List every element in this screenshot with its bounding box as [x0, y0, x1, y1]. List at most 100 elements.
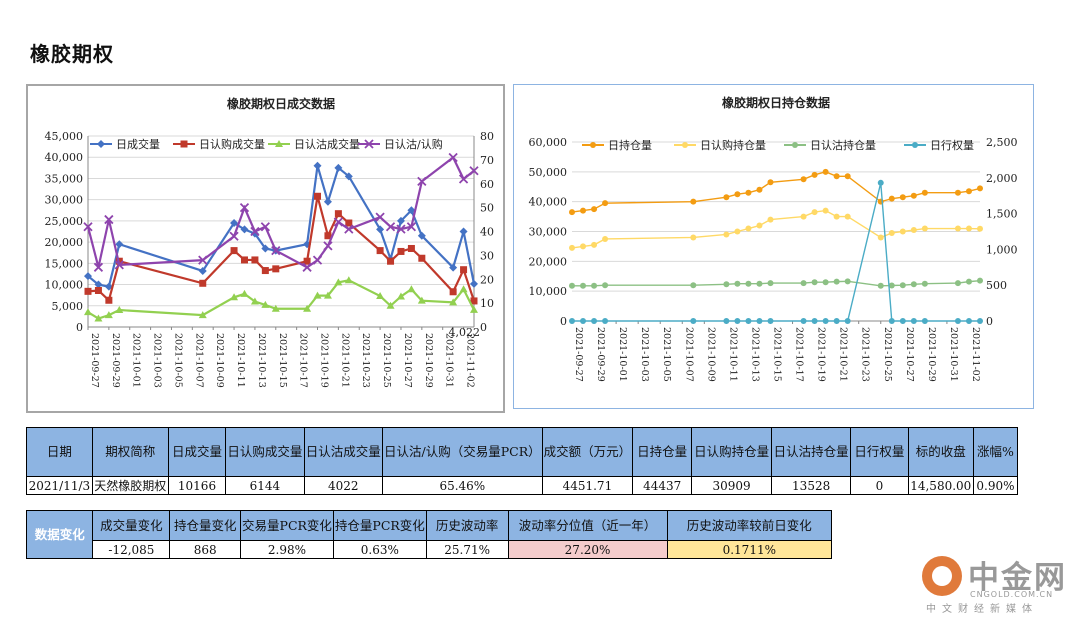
- chart1-data-point: [921, 225, 928, 232]
- chart0-data-point: [114, 260, 124, 270]
- chart1-y-left-tick: 20,000: [529, 255, 568, 268]
- chart0-data-point: [261, 244, 270, 253]
- chart1-series-2: [569, 207, 983, 251]
- chart0-data-point: [271, 245, 281, 256]
- chart1-data-point: [811, 171, 818, 178]
- chart0-data-point: [396, 292, 405, 300]
- chart0-data-point: [250, 226, 260, 237]
- chart0-data-point: [396, 224, 406, 234]
- chart1-data-point: [977, 277, 983, 284]
- chart1-data-point: [833, 278, 840, 285]
- chart0-legend-label: 日认沽/认购: [384, 137, 443, 151]
- chart0-data-point: [458, 174, 469, 184]
- chart0-y-right-tick: 60: [480, 178, 494, 191]
- chart0-y-left-tick: 10,000: [45, 279, 84, 292]
- change-header-7: 历史波动率较前日变化: [666, 510, 833, 541]
- chart1-data-point: [954, 189, 961, 196]
- chart0-data-point: [94, 314, 103, 322]
- chart0-y-right-tick: 0: [480, 321, 487, 334]
- chart0-data-point: [198, 255, 208, 265]
- daily-info-table: 日期 期权简称 日成交量 日认购成交量 日认沽成交量 日认沽/认购（交易量PCR） 成交额（…: [26, 427, 1019, 495]
- chart0-data-point: [387, 257, 395, 265]
- chart1-data-point: [910, 318, 917, 324]
- chart1-legend-label: 日认购持仓量: [700, 138, 766, 152]
- chart1-y-right-tick: 0: [986, 315, 993, 328]
- chart0-data-point: [240, 256, 248, 264]
- daily-volume-chart: 橡胶期权日成交数据 0 5,000 10,000 15,000 20,000 25,000 3…: [45, 96, 495, 388]
- info-header-13: 涨幅%: [972, 427, 1019, 477]
- cngold-watermark: 中金网 CNGOLD.COM.CN 中文财经新媒体: [922, 550, 1072, 616]
- chart1-title: 橡胶期权日持仓数据: [722, 95, 830, 110]
- chart0-x-tick-label: 2021-10-27: [402, 333, 413, 388]
- chart1-data-point: [569, 282, 575, 289]
- chart0-data-point: [84, 287, 92, 295]
- chart1-data-point: [954, 225, 961, 232]
- chart0-x-tick-label: 2021-10-19: [319, 333, 330, 388]
- chart0-data-point: [313, 291, 322, 299]
- chart1-data-point: [822, 207, 829, 214]
- cngold-logo-icon: [922, 556, 962, 596]
- chart1-data-point: [921, 318, 928, 324]
- chart1-data-point: [591, 318, 598, 324]
- chart1-data-point: [602, 235, 609, 242]
- change-table-header-row: 数据变化 成交量变化 持仓量变化 交易量PCR变化 持仓量PCR变化 历史波动率 波动率分…: [25, 510, 833, 559]
- chart0-data-point: [115, 240, 124, 249]
- info-header-2: 期权简称: [91, 427, 169, 477]
- chart1-data-point: [977, 225, 983, 232]
- chart0-data-point: [230, 293, 239, 301]
- chart0-x-tick-label: 2021-10-03: [152, 333, 163, 388]
- change-value-7: 0.1711%: [666, 540, 833, 559]
- chart0-data-point: [104, 282, 113, 291]
- chart1-data-point: [877, 234, 884, 241]
- chart1-data-point: [745, 318, 752, 324]
- chart1-x-tick-label: 2021-10-23: [860, 327, 871, 382]
- chart0-x-tick-label: 2021-10-09: [214, 333, 225, 388]
- chart1-data-point: [800, 176, 807, 183]
- info-value-13: 0.90%: [972, 476, 1019, 495]
- chart1-x-tick-label: 2021-10-05: [661, 327, 672, 382]
- chart0-data-point: [323, 241, 333, 251]
- chart1-data-point: [910, 192, 917, 199]
- chart1-y-left-tick: 0: [560, 315, 567, 328]
- chart0-data-point: [198, 266, 207, 275]
- chart0-data-point: [344, 172, 353, 181]
- chart1-y-left-tick: 40,000: [529, 196, 568, 209]
- info-value-12: 14,580.00: [907, 476, 974, 495]
- chart1-data-point: [690, 282, 697, 289]
- chart1-data-point: [877, 282, 884, 289]
- chart0-data-point: [324, 232, 332, 240]
- chart1-legend-label: 日持仓量: [608, 138, 652, 152]
- info-header-8: 日持仓量: [632, 427, 693, 477]
- chart1-data-point: [844, 278, 851, 285]
- info-header-11: 日行权量: [850, 427, 909, 477]
- chart0-data-point: [449, 288, 457, 296]
- chart1-data-point: [844, 173, 851, 180]
- info-value-10: 13528: [770, 476, 852, 495]
- chart0-data-point: [333, 217, 344, 227]
- chart1-data-point: [800, 280, 807, 287]
- watermark-name: 中金网: [968, 560, 1067, 596]
- chart1-legend-label: 日认沽持仓量: [810, 138, 876, 152]
- info-value-7: 4451.71: [541, 476, 634, 495]
- chart0-x-tick-label: 2021-10-15: [277, 333, 288, 388]
- chart0-data-point: [334, 163, 343, 172]
- chart1-data-point: [899, 194, 906, 201]
- data-change-label: 数据变化: [25, 510, 94, 559]
- chart1-y-left-tick: 60,000: [529, 136, 568, 149]
- info-value-9: 30909: [691, 476, 772, 495]
- chart1-x-tick-label: 2021-09-27: [573, 327, 584, 382]
- chart0-x-tick-label: 2021-10-23: [360, 333, 371, 388]
- info-table-header-row: 日期 期权简称 日成交量 日认购成交量 日认沽成交量 日认沽/认购（交易量PCR） 成交额（…: [26, 427, 1019, 477]
- chart1-x-tick-label: 2021-10-07: [683, 327, 694, 382]
- chart1-data-point: [844, 318, 851, 324]
- chart1-y-right-tick: 2,500: [986, 136, 1018, 149]
- info-header-3: 日成交量: [167, 427, 227, 477]
- chart0-data-point: [260, 222, 270, 232]
- chart1-data-point: [690, 198, 697, 205]
- chart1-data-point: [800, 213, 807, 220]
- chart1-data-point: [569, 209, 575, 216]
- chart0-data-point: [84, 272, 92, 281]
- chart0-legend-marker: [364, 139, 374, 149]
- change-value-1: -12,085: [92, 540, 171, 559]
- chart0-data-point: [396, 216, 405, 225]
